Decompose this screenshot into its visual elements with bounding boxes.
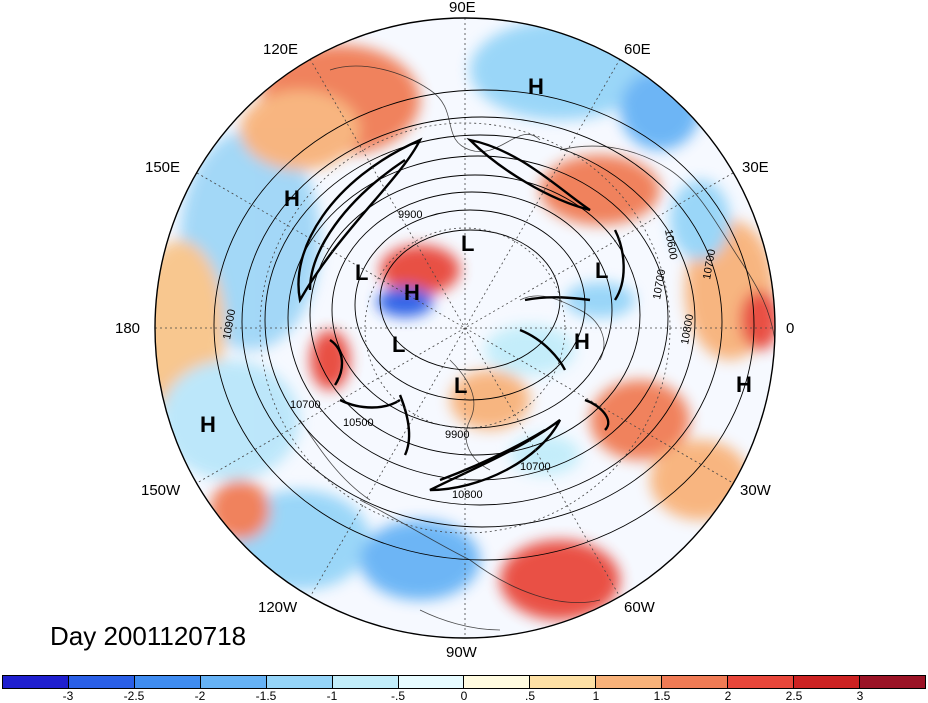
- contour-label: 10700: [290, 399, 321, 411]
- high-pressure-marker: H: [200, 412, 216, 437]
- colorbar-tick-label: -.5: [390, 689, 406, 703]
- colorbar-swatch: [859, 676, 925, 688]
- low-pressure-marker: L: [461, 231, 475, 256]
- colorbar-swatch: [200, 676, 267, 688]
- contour-label: 10800: [452, 489, 483, 501]
- colorbar-tick-label: -1.5: [255, 689, 277, 703]
- colorbar-tick-label: 1.5: [653, 689, 671, 703]
- colorbar-swatch: [398, 676, 465, 688]
- colorbar-swatch: [134, 676, 201, 688]
- colorbar-swatch: [530, 676, 597, 688]
- lon-label-0: 0: [786, 320, 795, 337]
- colorbar-tick-label: -3: [62, 689, 74, 703]
- height-contours: [213, 89, 755, 561]
- contour-label: 9900: [398, 209, 422, 221]
- high-pressure-marker: H: [574, 329, 590, 354]
- lon-label-150e: 150E: [145, 159, 181, 176]
- colorbar-tick-label: 3: [856, 689, 864, 703]
- contour-label: 10500: [343, 417, 374, 429]
- low-pressure-marker: L: [454, 373, 468, 398]
- map-boundary: [154, 17, 776, 639]
- high-pressure-marker: H: [528, 74, 544, 99]
- colorbar-swatch: [596, 676, 663, 688]
- colorbar-swatch: [794, 676, 860, 688]
- colorbar: [2, 675, 926, 689]
- contour-label: 10900: [221, 308, 238, 340]
- lon-label-180: 180: [115, 320, 141, 337]
- lon-label-60e: 60E: [624, 41, 651, 58]
- contour-label: 10800: [679, 313, 696, 345]
- colorbar-tick-label: -2.5: [123, 689, 145, 703]
- colorbar-swatch: [3, 676, 69, 688]
- high-pressure-marker: H: [284, 186, 300, 211]
- colorbar-tick-label: 2: [724, 689, 732, 703]
- contour-label: 10700: [701, 248, 718, 280]
- low-pressure-marker: L: [392, 332, 406, 357]
- colorbar-swatch: [68, 676, 135, 688]
- colorbar-swatch: [662, 676, 729, 688]
- lon-label-120e: 120E: [263, 41, 299, 58]
- lon-label-90e: 90E: [449, 0, 476, 16]
- colorbar-swatch: [266, 676, 333, 688]
- lon-label-30w: 30W: [740, 482, 771, 499]
- low-pressure-marker: L: [355, 260, 369, 285]
- jet-contours: [297, 137, 625, 492]
- lon-label-150w: 150W: [141, 482, 181, 499]
- colorbar-tick-label: .5: [524, 689, 536, 703]
- contour-label: 9900: [445, 429, 469, 441]
- colorbar-tick-label: 2.5: [785, 689, 803, 703]
- high-pressure-marker: H: [736, 372, 752, 397]
- colorbar-swatch: [728, 676, 795, 688]
- low-pressure-marker: L: [595, 258, 609, 283]
- lon-label-30e: 30E: [742, 159, 769, 176]
- colorbar-tick-label: -2: [194, 689, 206, 703]
- lon-label-120w: 120W: [258, 599, 298, 616]
- lon-label-60w: 60W: [624, 599, 655, 616]
- contour-label: 10600: [662, 228, 679, 260]
- colorbar-swatch: [464, 676, 531, 688]
- colorbar-tick-label: -1: [326, 689, 338, 703]
- contour-label: 10700: [651, 268, 668, 300]
- lon-label-90w: 90W: [446, 644, 477, 661]
- contour-label: 10700: [520, 461, 551, 473]
- contour-label-group: 9900 10700 10900 10700 10500 9900 10700 …: [221, 209, 718, 501]
- high-pressure-marker: H: [404, 280, 420, 305]
- colorbar-tick-label: 1: [592, 689, 600, 703]
- colorbar-tick-label: 0: [460, 689, 468, 703]
- date-title: Day 2001120718: [50, 621, 247, 651]
- colorbar-swatch: [332, 676, 399, 688]
- graticule: [155, 18, 775, 638]
